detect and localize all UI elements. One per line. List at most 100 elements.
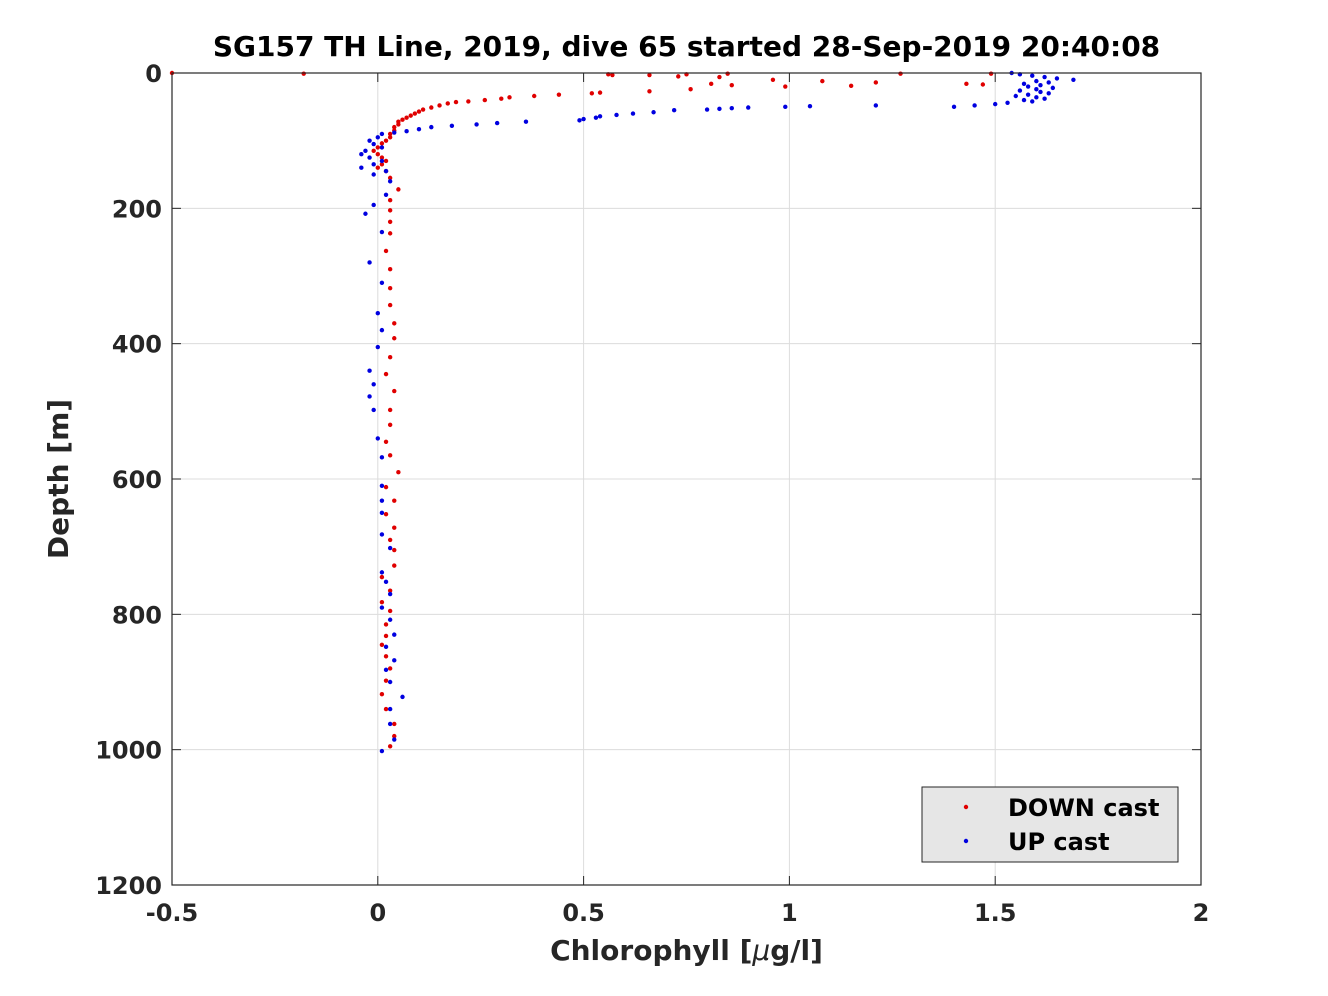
data-point-up-cast xyxy=(387,179,393,184)
data-point-down-cast xyxy=(412,111,418,116)
data-point-up-cast xyxy=(359,152,364,157)
data-point-up-cast xyxy=(379,605,385,610)
data-point-down-cast xyxy=(964,81,969,87)
data-point-down-cast xyxy=(507,95,512,100)
data-point-down-cast xyxy=(404,115,409,120)
data-point-down-cast xyxy=(532,93,537,99)
data-point-down-cast xyxy=(820,78,825,84)
data-point-down-cast xyxy=(770,77,776,82)
data-point-up-cast xyxy=(387,617,393,622)
x-axis-label-prefix: Chlorophyll [ xyxy=(550,934,752,967)
data-point-down-cast xyxy=(453,99,459,105)
data-point-up-cast xyxy=(581,116,586,122)
data-point-up-cast xyxy=(1021,97,1027,103)
data-point-down-cast xyxy=(379,642,385,647)
data-point-up-cast xyxy=(1005,100,1010,105)
data-point-down-cast xyxy=(416,109,422,114)
data-point-down-cast xyxy=(375,145,380,150)
x-tick-label: 2 xyxy=(1193,899,1210,927)
data-point-down-cast xyxy=(383,371,389,377)
data-point-down-cast xyxy=(898,71,903,76)
data-point-up-cast xyxy=(363,148,368,154)
data-point-up-cast xyxy=(383,168,389,174)
data-point-down-cast xyxy=(647,89,652,94)
data-point-up-cast xyxy=(1017,88,1023,93)
data-point-down-cast xyxy=(375,165,380,170)
data-point-down-cast xyxy=(383,248,389,254)
data-point-down-cast xyxy=(392,498,397,503)
data-point-up-cast xyxy=(379,280,385,285)
data-point-down-cast xyxy=(420,107,426,112)
data-point-up-cast xyxy=(375,135,380,140)
data-point-down-cast xyxy=(383,511,389,517)
data-point-up-cast xyxy=(379,158,385,164)
data-point-up-cast xyxy=(363,211,368,216)
data-point-up-cast xyxy=(387,706,393,712)
data-point-down-cast xyxy=(387,198,393,203)
data-point-down-cast xyxy=(848,83,854,89)
data-point-down-cast xyxy=(688,87,693,92)
data-point-up-cast xyxy=(729,105,734,111)
data-point-up-cast xyxy=(375,436,380,441)
data-point-down-cast xyxy=(988,71,994,76)
data-point-down-cast xyxy=(466,99,471,104)
data-point-down-cast xyxy=(387,537,393,543)
data-point-down-cast xyxy=(387,131,393,137)
data-point-up-cast xyxy=(951,104,957,110)
data-point-up-cast xyxy=(379,748,385,754)
data-point-down-cast xyxy=(400,117,405,122)
data-point-up-cast xyxy=(379,510,385,516)
data-point-down-cast xyxy=(387,407,393,413)
data-point-up-cast xyxy=(1025,92,1031,97)
data-point-down-cast xyxy=(396,122,401,127)
data-point-down-cast xyxy=(387,355,393,360)
data-point-up-cast xyxy=(523,119,529,124)
data-point-up-cast xyxy=(1021,81,1027,87)
data-point-down-cast xyxy=(387,267,393,272)
data-point-down-cast xyxy=(980,82,986,87)
x-tick-label: 0 xyxy=(369,899,386,927)
data-point-up-cast xyxy=(371,162,376,167)
data-point-down-cast xyxy=(379,599,385,605)
x-axis-label-suffix: g/l] xyxy=(770,934,823,967)
y-tick-label: 600 xyxy=(112,466,162,494)
chart-title: SG157 TH Line, 2019, dive 65 started 28-… xyxy=(213,30,1160,63)
data-point-down-cast xyxy=(387,666,393,671)
data-point-up-cast xyxy=(1042,96,1047,101)
data-point-down-cast xyxy=(392,563,397,568)
data-point-down-cast xyxy=(396,470,401,475)
data-point-down-cast xyxy=(387,219,393,225)
data-point-down-cast xyxy=(597,90,603,95)
data-point-up-cast xyxy=(449,123,455,128)
data-point-down-cast xyxy=(379,155,385,160)
data-point-up-cast xyxy=(379,498,385,503)
data-point-down-cast xyxy=(396,187,401,192)
data-point-down-cast xyxy=(383,138,389,143)
data-point-up-cast xyxy=(1046,80,1051,85)
data-point-up-cast xyxy=(392,737,397,742)
data-point-up-cast xyxy=(371,172,376,177)
data-point-up-cast xyxy=(1042,74,1047,80)
y-axis-label: Depth [m] xyxy=(42,399,75,559)
data-point-up-cast xyxy=(371,407,376,413)
data-point-up-cast xyxy=(404,128,409,134)
data-point-up-cast xyxy=(379,455,385,460)
data-point-up-cast xyxy=(383,579,389,585)
data-point-up-cast xyxy=(1034,95,1039,100)
data-point-up-cast xyxy=(375,311,380,316)
data-point-up-cast xyxy=(379,570,385,575)
data-point-up-cast xyxy=(993,101,998,107)
data-point-up-cast xyxy=(429,124,434,130)
data-point-up-cast xyxy=(1030,73,1035,78)
data-point-down-cast xyxy=(392,547,397,553)
data-point-up-cast xyxy=(593,115,599,120)
legend: DOWN cast UP cast xyxy=(921,786,1179,863)
data-point-down-cast xyxy=(387,608,393,614)
data-point-down-cast xyxy=(392,321,397,326)
data-point-down-cast xyxy=(676,74,681,79)
data-point-up-cast xyxy=(387,545,393,551)
legend-marker-up-cast xyxy=(963,838,969,844)
data-point-up-cast xyxy=(873,103,879,108)
data-point-up-cast xyxy=(367,368,372,373)
y-tick-label: 1200 xyxy=(95,872,162,900)
